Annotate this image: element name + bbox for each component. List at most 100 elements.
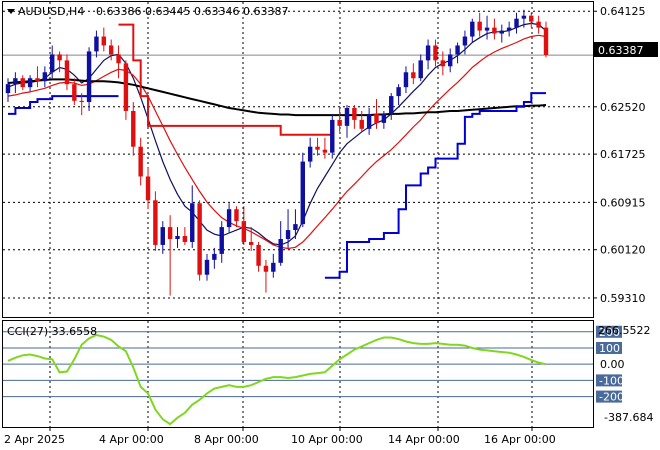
header-symbol: AUDUSD,H4: [18, 5, 84, 18]
candle-body: [27, 78, 33, 88]
cci-level-label: -200: [599, 391, 624, 404]
candle: [543, 21, 549, 58]
price-tick-label: 0.59310: [600, 292, 646, 305]
candle-body: [5, 84, 11, 94]
candle: [403, 66, 409, 94]
candle: [197, 200, 202, 281]
price-tick-label: 0.61725: [600, 148, 646, 161]
current-price-marker: [594, 42, 658, 57]
time-tick-label: 14 Apr 00:00: [388, 433, 460, 446]
candle-body: [153, 200, 158, 245]
header-high: 0.63445: [145, 5, 191, 18]
candle-body: [57, 54, 62, 61]
time-tick-label: 4 Apr 00:00: [99, 433, 164, 446]
cci-line: [7, 333, 547, 426]
cci-level-badge: [596, 374, 622, 387]
candle: [234, 206, 239, 228]
price-tick-label: 0.60915: [600, 196, 646, 209]
candle: [123, 60, 129, 120]
candle-body: [94, 36, 99, 52]
candle-body: [13, 78, 18, 85]
candle-body: [167, 227, 173, 239]
lower-stop-line: [8, 92, 546, 279]
candle: [366, 107, 372, 135]
candle: [440, 51, 446, 76]
candle-body: [484, 27, 490, 31]
candle-body: [403, 72, 409, 88]
candle-body: [344, 107, 350, 126]
candle-body: [145, 176, 151, 201]
candle: [94, 30, 99, 58]
candle: [138, 137, 143, 186]
header-open: 0.63386: [96, 5, 142, 18]
candle-body: [241, 221, 247, 242]
candle: [116, 45, 121, 79]
cci-axis: 200 100 0.00 -100 -200: [596, 325, 625, 404]
indicator-lines: [7, 22, 547, 279]
header-close: 0.63387: [243, 5, 289, 18]
candle: [455, 42, 460, 64]
candle-body: [499, 30, 504, 34]
candle-body: [396, 87, 401, 97]
candle-body: [64, 60, 70, 85]
candle-body: [352, 107, 357, 120]
candle-body: [366, 113, 372, 129]
candle: [131, 102, 136, 156]
candle: [204, 253, 210, 281]
candle-body: [455, 45, 460, 55]
candle: [529, 12, 534, 28]
candle: [396, 84, 401, 106]
candle-body: [536, 21, 541, 28]
candle-body: [160, 227, 165, 245]
candle-body: [108, 45, 114, 55]
candle-body: [101, 36, 107, 46]
candle-body: [35, 78, 40, 82]
cci-level-badge: [596, 325, 622, 338]
candle: [352, 105, 357, 129]
candle: [256, 241, 261, 272]
candle: [64, 54, 70, 91]
current-price-label: 0.63387: [598, 44, 644, 57]
chart-header: AUDUSD,H4 0.63386 0.63445 0.63346 0.6338…: [7, 5, 289, 18]
candle: [175, 227, 180, 248]
candle: [13, 72, 18, 94]
candle-body: [425, 45, 431, 61]
candle: [499, 24, 504, 43]
cci-level-badge: [596, 390, 622, 403]
cci-scale-max: 266.5522: [598, 324, 651, 337]
candle: [462, 30, 468, 55]
candle: [20, 75, 25, 91]
candle-body: [529, 15, 534, 22]
candle: [42, 66, 48, 88]
candle-body: [197, 203, 202, 275]
candle-body: [447, 54, 453, 67]
cci-grid: [3, 321, 593, 427]
candle: [477, 12, 482, 37]
candle-body: [374, 113, 379, 123]
candle-body: [248, 241, 254, 245]
candle: [241, 206, 247, 245]
candle-body: [278, 238, 283, 263]
dropdown-arrow-icon[interactable]: [7, 9, 15, 14]
candle-series: [5, 9, 549, 296]
candle: [190, 185, 195, 248]
time-axis: 2 Apr 2025 4 Apr 00:00 8 Apr 00:00 10 Apr 0…: [4, 427, 556, 446]
candle: [35, 66, 40, 88]
ma-slow-line: [7, 78, 547, 117]
candle: [50, 45, 55, 79]
candle: [359, 110, 364, 132]
price-tick-label: 0.62520: [600, 101, 646, 114]
cci-series: [7, 333, 547, 426]
cci-level-label: 200: [599, 326, 620, 339]
candle-body: [182, 236, 188, 242]
candle-body: [322, 149, 328, 153]
candle-body: [418, 60, 423, 79]
candle: [337, 107, 342, 132]
candle: [389, 93, 394, 120]
cci-panel-frame: [2, 320, 594, 428]
price-tick-label: 0.60120: [600, 244, 646, 257]
candle: [418, 54, 423, 82]
candle-body: [506, 27, 512, 31]
candle-body: [285, 230, 291, 239]
candle-body: [190, 203, 195, 242]
